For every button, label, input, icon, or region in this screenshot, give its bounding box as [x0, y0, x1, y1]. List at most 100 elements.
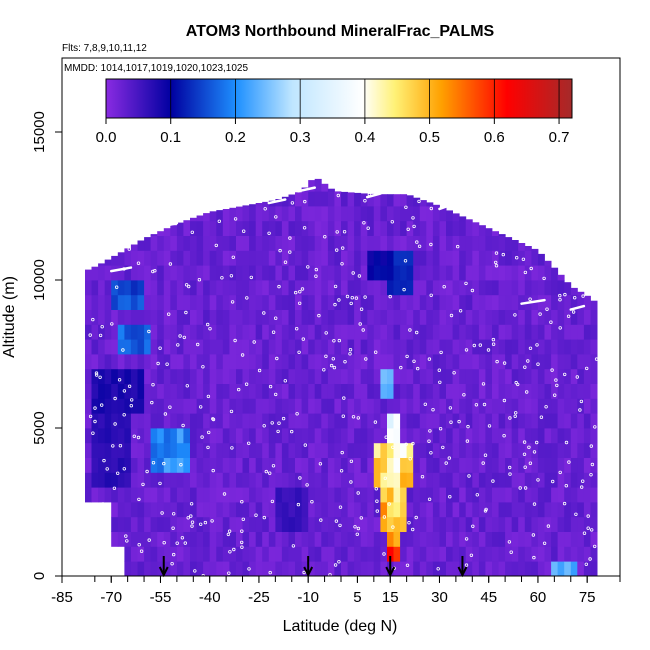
heat-cell	[196, 250, 204, 266]
heat-cell	[531, 368, 539, 384]
heat-cell	[452, 487, 460, 503]
x-tick-label: -55	[150, 589, 172, 606]
heat-cell	[288, 206, 296, 222]
heat-cell	[124, 457, 132, 473]
heat-cell	[511, 516, 519, 532]
track-point	[337, 560, 341, 564]
heat-cell	[229, 339, 237, 355]
heat-cell	[583, 531, 591, 547]
track-point	[93, 419, 97, 424]
heat-cell	[85, 457, 92, 473]
heat-cell	[367, 280, 375, 296]
heat-cell	[465, 235, 473, 251]
heat-cell	[301, 339, 309, 355]
heat-cell	[281, 442, 289, 458]
heat-cell	[452, 502, 460, 518]
heat-cell	[551, 531, 559, 547]
heat-cell	[426, 472, 434, 488]
track-point	[404, 442, 408, 446]
track-point	[408, 457, 412, 461]
heat-cell	[216, 220, 224, 236]
heat-cell	[334, 309, 342, 325]
heat-cell	[472, 383, 480, 399]
heat-cell	[577, 502, 585, 518]
heat-cell	[393, 442, 401, 458]
heat-cell	[380, 220, 388, 236]
heat-cell	[176, 428, 184, 444]
heat-cell	[255, 428, 263, 444]
heat-cell	[432, 516, 440, 532]
heat-cell	[498, 413, 506, 429]
track-point	[355, 532, 359, 536]
heat-cell	[432, 398, 440, 414]
arrow-marker-head	[457, 566, 468, 578]
heat-cell	[419, 265, 427, 281]
heat-cell	[367, 368, 375, 384]
heat-cell	[564, 487, 572, 503]
heat-cell	[196, 561, 204, 576]
heat-cell	[400, 368, 408, 384]
track-point	[151, 383, 155, 387]
heat-cell	[380, 368, 388, 384]
heat-cell	[387, 457, 394, 473]
heat-cell	[130, 516, 138, 532]
heat-cell	[249, 516, 257, 532]
heat-cell	[281, 457, 289, 473]
track-point	[528, 297, 532, 301]
track-point	[122, 467, 126, 471]
heat-cell	[406, 324, 414, 340]
track-point	[356, 491, 360, 495]
heat-cell	[209, 457, 217, 473]
heat-cell	[130, 413, 138, 429]
heat-cell	[551, 428, 559, 444]
heat-cell	[295, 561, 302, 576]
heat-cell	[170, 502, 178, 518]
track-point	[456, 244, 460, 249]
heat-cell	[505, 368, 513, 384]
heat-cell	[439, 398, 447, 414]
heat-cell	[176, 502, 184, 518]
track-point	[88, 333, 92, 337]
heat-cell	[498, 487, 506, 503]
heat-cell	[203, 220, 211, 236]
heat-cell	[209, 309, 217, 325]
track-point	[580, 485, 584, 489]
heat-cell	[111, 502, 119, 518]
heat-cell	[452, 309, 460, 325]
heat-cell	[111, 457, 119, 473]
heat-cell	[327, 398, 335, 414]
heat-cell	[347, 354, 355, 370]
heat-cell	[413, 561, 421, 576]
heat-cell	[557, 546, 565, 562]
heat-cell	[400, 220, 408, 236]
heat-cell	[557, 354, 565, 370]
heat-cell	[459, 531, 467, 547]
heat-cell	[446, 383, 453, 399]
heat-cell	[203, 413, 211, 429]
track-point	[545, 307, 549, 311]
track-point	[190, 230, 194, 234]
heat-cell	[301, 546, 309, 562]
heat-cell	[190, 368, 197, 384]
track-point	[494, 260, 498, 265]
x-tick-label: -25	[248, 589, 270, 606]
heat-cell	[452, 294, 460, 310]
heat-cell	[544, 487, 552, 503]
heat-cell	[255, 413, 263, 429]
heat-cell	[570, 457, 578, 473]
track-point	[136, 435, 141, 440]
heat-cell	[564, 413, 572, 429]
heat-cell	[570, 398, 578, 414]
heat-cell	[393, 354, 401, 370]
heat-cell	[492, 383, 499, 399]
heat-cell	[518, 383, 526, 399]
heat-cell	[341, 383, 348, 399]
heat-cell	[544, 546, 552, 562]
arrow-markers	[158, 556, 468, 578]
heat-cell	[583, 398, 591, 414]
heat-cell	[255, 309, 263, 325]
heat-cell	[111, 354, 119, 370]
track-point	[295, 327, 299, 331]
heat-cell	[426, 220, 434, 236]
